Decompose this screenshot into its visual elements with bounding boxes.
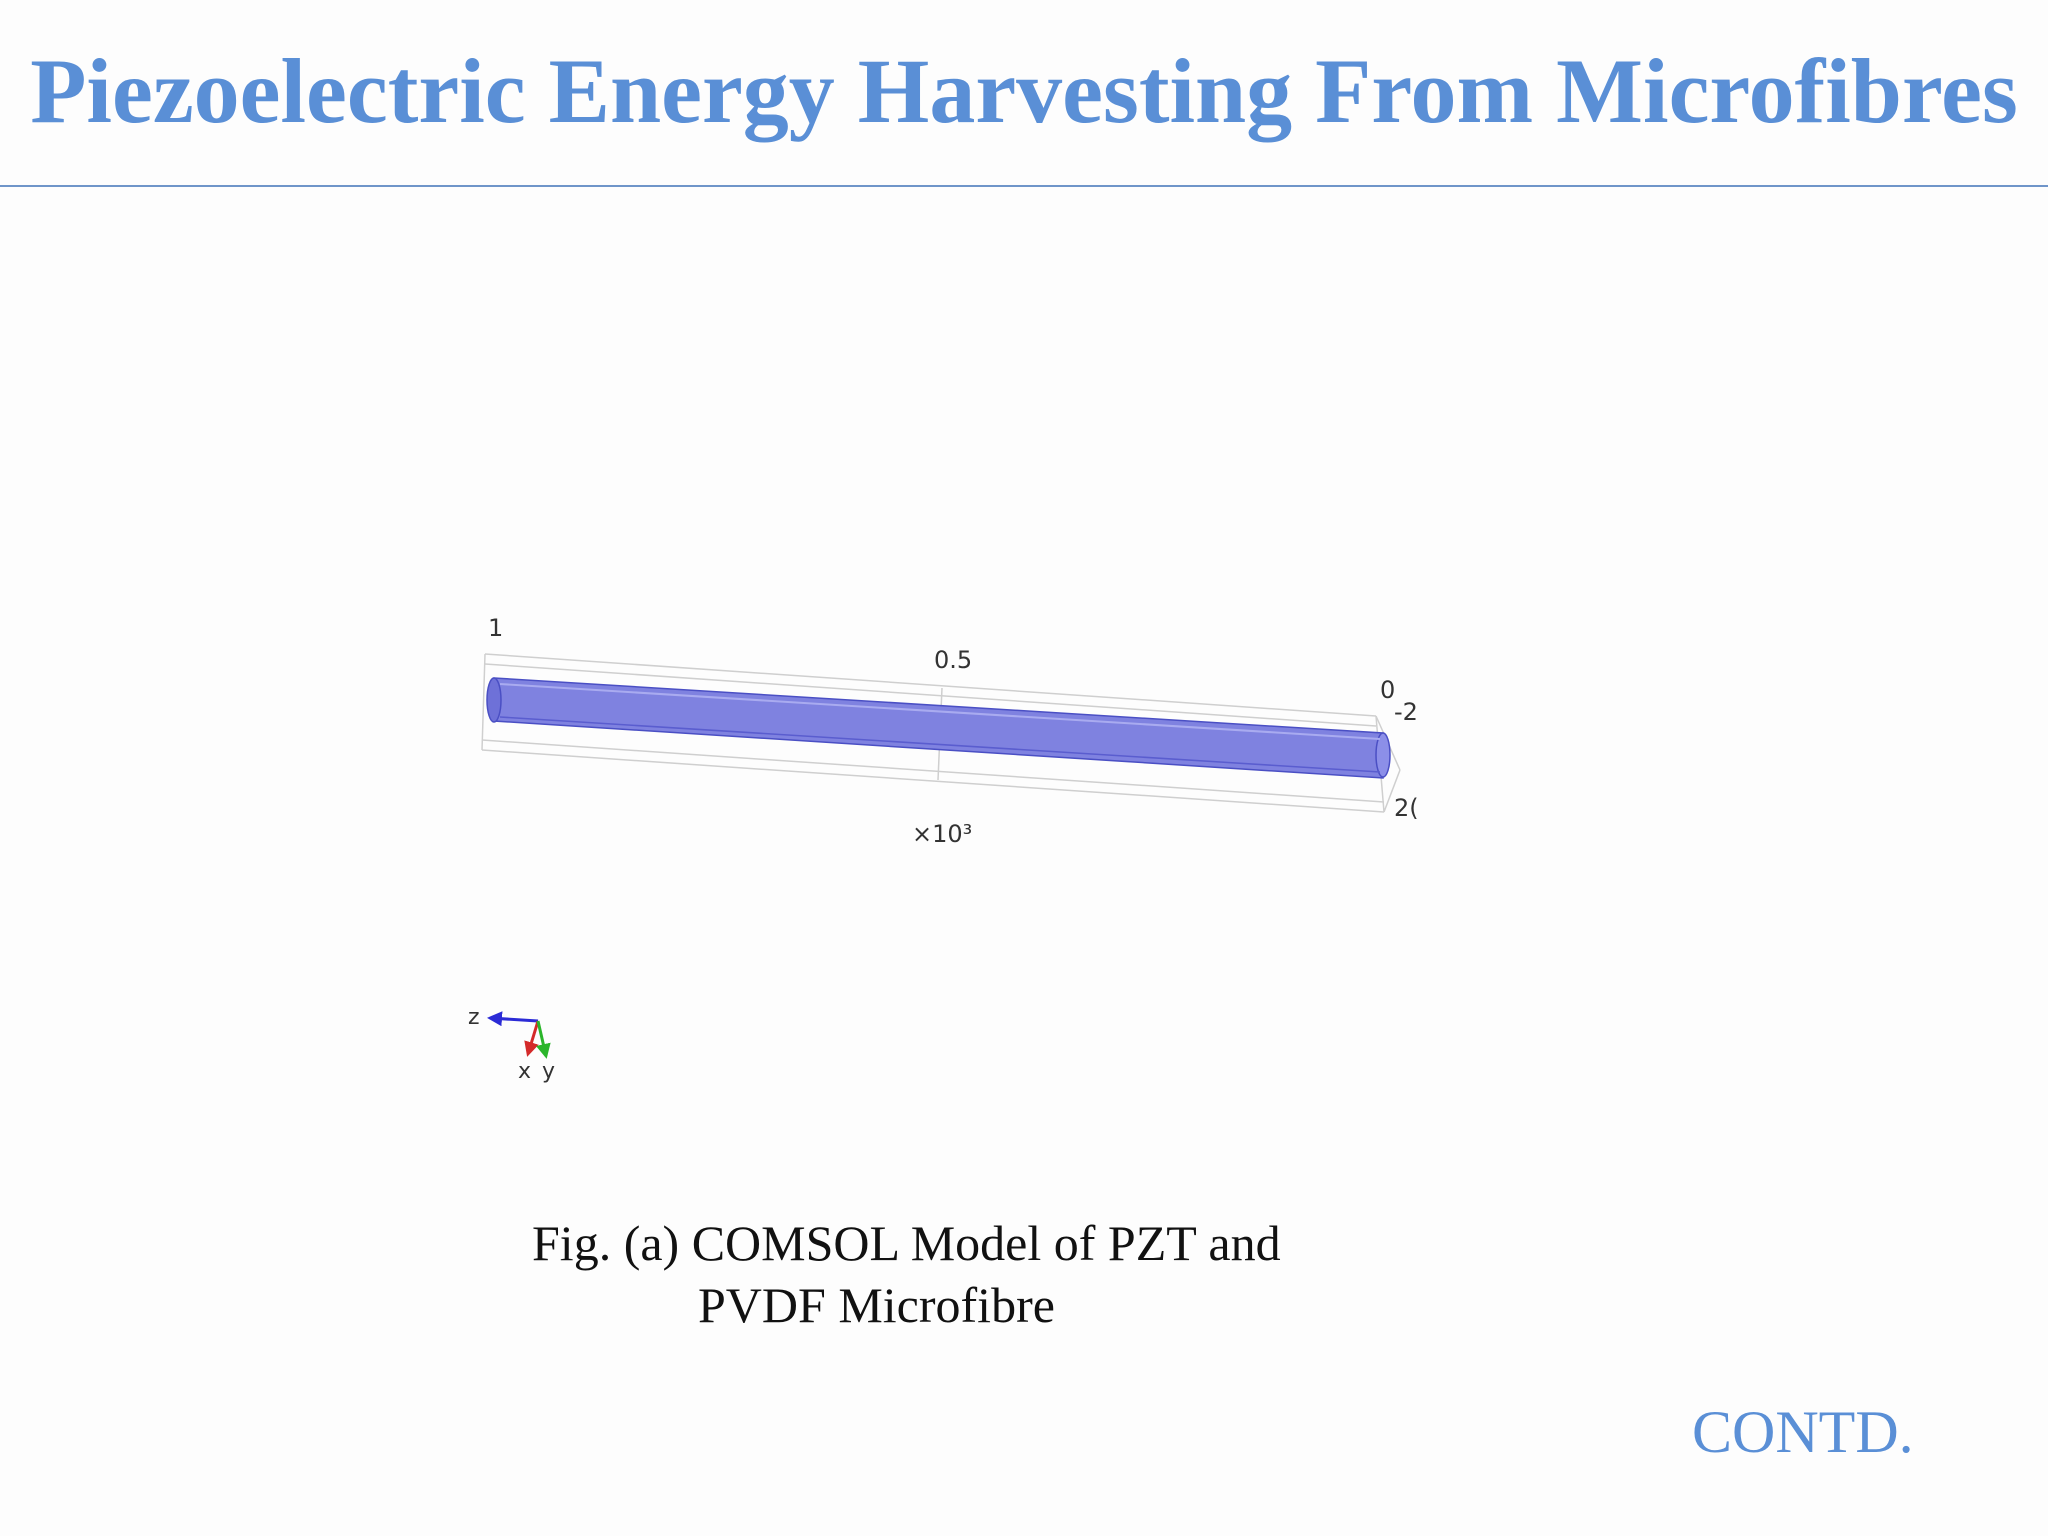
x-axis-label: x (518, 1059, 531, 1084)
axis-tick-label: 0.5 (934, 646, 972, 674)
figure-caption-line-2: PVDF Microfibre (698, 1277, 1055, 1333)
scale-multiplier-label: ×10³ (912, 820, 972, 848)
x-axis-arrow (524, 1020, 540, 1057)
y-axis-label: y (542, 1059, 555, 1084)
axis-tick-label: 2( (1394, 794, 1419, 822)
microfibre-cylinder (486, 677, 1391, 779)
z-axis-arrow (487, 1011, 539, 1027)
slide-title: Piezoelectric Energy Harvesting From Mic… (30, 40, 2018, 142)
z-axis-label: z (468, 1005, 480, 1030)
figure-caption-line-1: Fig. (a) COMSOL Model of PZT and (532, 1215, 1281, 1271)
axis-tick-label: 0 (1380, 676, 1395, 704)
axis-tick-label: -2 (1394, 698, 1418, 726)
title-divider (0, 185, 2048, 187)
continued-label: CONTD. (1692, 1399, 1914, 1465)
y-axis-arrow (536, 1020, 551, 1059)
figure-caption: Fig. (a) COMSOL Model of PZT and PVDF Mi… (532, 1212, 1432, 1336)
axis-tick-label: 1 (488, 614, 503, 642)
axis-triad: z x y (468, 1005, 555, 1084)
comsol-model-view: 1 0.5 0 -2 2( ×10³ (481, 614, 1419, 848)
